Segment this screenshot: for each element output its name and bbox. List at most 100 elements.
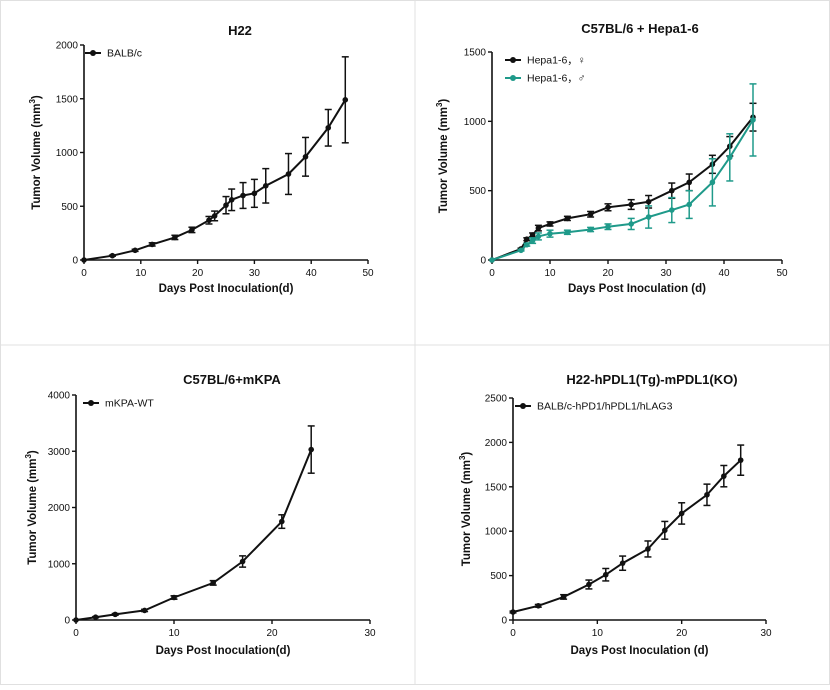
data-point xyxy=(587,211,594,218)
x-tick-label: 0 xyxy=(73,628,79,639)
data-point xyxy=(285,171,292,177)
data-point xyxy=(529,232,536,238)
data-point xyxy=(547,221,553,227)
data-point xyxy=(325,124,332,131)
legend-hepa1-6-male: Hepa1-6，♂ xyxy=(505,73,586,85)
x-tick-label: 10 xyxy=(544,268,556,279)
series-2 xyxy=(489,83,757,263)
data-point xyxy=(112,611,118,618)
y-tick-label: 4000 xyxy=(48,391,71,402)
x-tick-label: 30 xyxy=(760,628,772,639)
y-tick-label: 500 xyxy=(469,186,486,197)
data-point xyxy=(210,580,216,586)
data-point xyxy=(510,609,516,615)
data-point xyxy=(132,247,138,254)
y-tick-label: 1000 xyxy=(48,559,71,570)
data-point xyxy=(605,204,611,211)
data-point xyxy=(547,230,553,237)
legend-label: BALB/c-hPD1/hPDL1/hLAG3 xyxy=(537,401,673,413)
y-tick-label: 500 xyxy=(490,571,507,582)
y-axis-label-group: Tumor Volume (mm3) xyxy=(28,95,43,210)
x-tick-label: 10 xyxy=(168,628,180,639)
y-axis-label: Tumor Volume (mm3) xyxy=(435,99,450,214)
y-tick-label: 1500 xyxy=(56,94,79,105)
data-point xyxy=(228,197,235,203)
data-point xyxy=(251,190,258,197)
x-tick-label: 40 xyxy=(718,268,730,279)
data-point xyxy=(524,241,530,248)
data-point xyxy=(211,213,218,219)
data-point xyxy=(645,214,652,220)
data-point xyxy=(73,617,79,623)
data-point xyxy=(342,97,349,103)
chart-svg: C57BL/6+mKPA 0 10 20 30 0 1000 2000 3000 4000 Days… xyxy=(24,372,376,657)
data-point xyxy=(240,192,246,199)
y-tick-label: 0 xyxy=(64,616,70,627)
data-point xyxy=(171,594,177,601)
data-point xyxy=(704,491,710,498)
y-tick-label: 2500 xyxy=(485,394,508,405)
x-tick-label: 40 xyxy=(306,268,318,279)
series-1 xyxy=(81,56,349,263)
data-point xyxy=(686,201,692,208)
data-point xyxy=(709,179,716,186)
x-tick-label: 10 xyxy=(135,268,147,279)
y-axis-label: Tumor Volume (mm3) xyxy=(458,452,473,567)
data-point xyxy=(529,237,536,244)
x-axis-label: Days Post Inoculation(d) xyxy=(156,645,291,657)
x-tick-label: 30 xyxy=(364,628,376,639)
x-tick-label: 10 xyxy=(592,628,604,639)
y-tick-label: 500 xyxy=(61,202,78,213)
x-tick-label: 50 xyxy=(362,268,374,279)
series-1 xyxy=(73,425,315,623)
series-line xyxy=(75,449,313,621)
data-point xyxy=(564,229,571,236)
y-tick-label: 0 xyxy=(72,256,78,267)
series-1 xyxy=(489,102,757,263)
x-tick-label: 20 xyxy=(266,628,278,639)
data-point xyxy=(564,215,571,222)
legend-marker xyxy=(510,57,516,63)
data-point xyxy=(141,607,148,614)
data-point xyxy=(518,247,524,254)
data-point xyxy=(628,221,634,227)
data-point xyxy=(279,518,285,525)
y-tick-label: 1000 xyxy=(56,148,79,159)
y-axis-label-group: Tumor Volume (mm3) xyxy=(458,452,473,567)
x-tick-label: 20 xyxy=(192,268,204,279)
legend-label: mKPA-WT xyxy=(105,398,154,410)
chart-title: H22-hPDL1(Tg)-mPDL1(KO) xyxy=(566,372,737,387)
x-tick-label: 0 xyxy=(489,268,495,279)
x-tick-label: 20 xyxy=(602,268,614,279)
x-axis-label: Days Post Inoculation (d) xyxy=(570,645,708,657)
data-point xyxy=(560,594,567,600)
y-tick-label: 1500 xyxy=(464,48,487,59)
data-point xyxy=(535,225,542,231)
legend-mkpa-wt: mKPA-WT xyxy=(83,398,154,410)
y-tick-label: 3000 xyxy=(48,447,71,458)
y-axis-label: Tumor Volume (mm3) xyxy=(28,95,43,210)
x-tick-label: 50 xyxy=(776,268,788,279)
data-point xyxy=(535,233,542,240)
x-tick-label: 0 xyxy=(510,628,516,639)
data-point xyxy=(172,234,178,241)
data-point xyxy=(645,198,652,205)
data-point xyxy=(524,236,530,242)
chart-panel-hepa1-6: C57BL/6 + Hepa1-6 0 10 20 30 40 50 0 500 1000 1500… xyxy=(415,0,830,345)
x-tick-label: 30 xyxy=(249,268,261,279)
chart-panel-mkpa: C57BL/6+mKPA 0 10 20 30 0 1000 2000 3000 4000 Days… xyxy=(0,345,415,685)
data-point xyxy=(721,473,727,479)
legend-balbc-hpd1: BALB/c-hPD1/hPDL1/hLAG3 xyxy=(515,401,673,413)
legend-marker xyxy=(520,403,526,409)
legend-marker xyxy=(510,75,516,81)
legend-marker xyxy=(88,400,94,406)
y-tick-label: 2000 xyxy=(485,438,508,449)
legend-hepa1-6-female: Hepa1-6，♀ xyxy=(505,55,586,67)
data-point xyxy=(678,510,685,517)
legend-balbc: BALB/c xyxy=(85,48,142,60)
data-point xyxy=(686,179,692,186)
data-point xyxy=(535,602,542,609)
x-tick-label: 20 xyxy=(676,628,688,639)
data-point xyxy=(239,558,246,565)
